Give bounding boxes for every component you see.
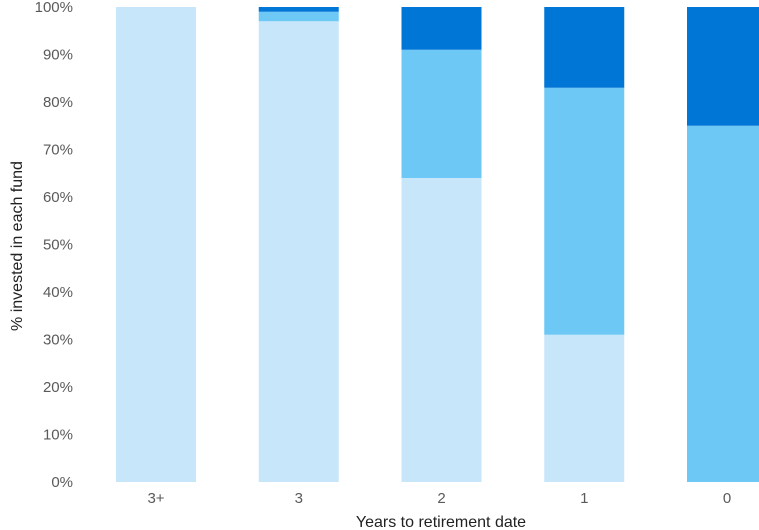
x-axis-title: Years to retirement date: [356, 514, 526, 530]
y-tick-label: 100%: [35, 0, 73, 16]
bar-segment: [116, 7, 196, 482]
y-tick-label: 60%: [43, 189, 73, 206]
bar-segment: [544, 7, 625, 88]
y-tick-label: 50%: [43, 237, 73, 254]
y-tick-label: 30%: [43, 332, 73, 349]
bar-segment: [687, 125, 759, 482]
y-axis-title: % invested in each fund: [9, 161, 26, 331]
y-tick-label: 20%: [43, 379, 73, 396]
bar-segment: [258, 11, 339, 22]
y-tick-label: 80%: [43, 94, 73, 111]
x-tick-label: 1: [580, 490, 588, 507]
bar-segment: [544, 334, 625, 482]
x-tick-label: 3: [295, 490, 303, 507]
y-axis-ticks: 0% 10% 20% 30% 40% 50% 60% 70% 80% 90% 100%: [35, 0, 73, 491]
x-tick-label: 3+: [147, 490, 164, 507]
y-tick-label: 40%: [43, 284, 73, 301]
y-tick-label: 10%: [43, 427, 73, 444]
y-tick-label: 0%: [51, 474, 73, 491]
bar-segment: [544, 87, 625, 335]
bar-segment: [687, 7, 759, 126]
bar-segment: [401, 49, 482, 178]
bar-segment: [401, 7, 482, 50]
y-tick-label: 90%: [43, 47, 73, 64]
bar-segment: [401, 178, 482, 482]
bar-segment: [258, 7, 339, 12]
y-tick-label: 70%: [43, 142, 73, 159]
bars: [116, 7, 759, 482]
x-tick-label: 0: [723, 490, 731, 507]
x-tick-label: 2: [437, 490, 445, 507]
x-axis-ticks: 3+ 3 2 1 0: [147, 490, 731, 507]
bar-segment: [258, 21, 339, 482]
